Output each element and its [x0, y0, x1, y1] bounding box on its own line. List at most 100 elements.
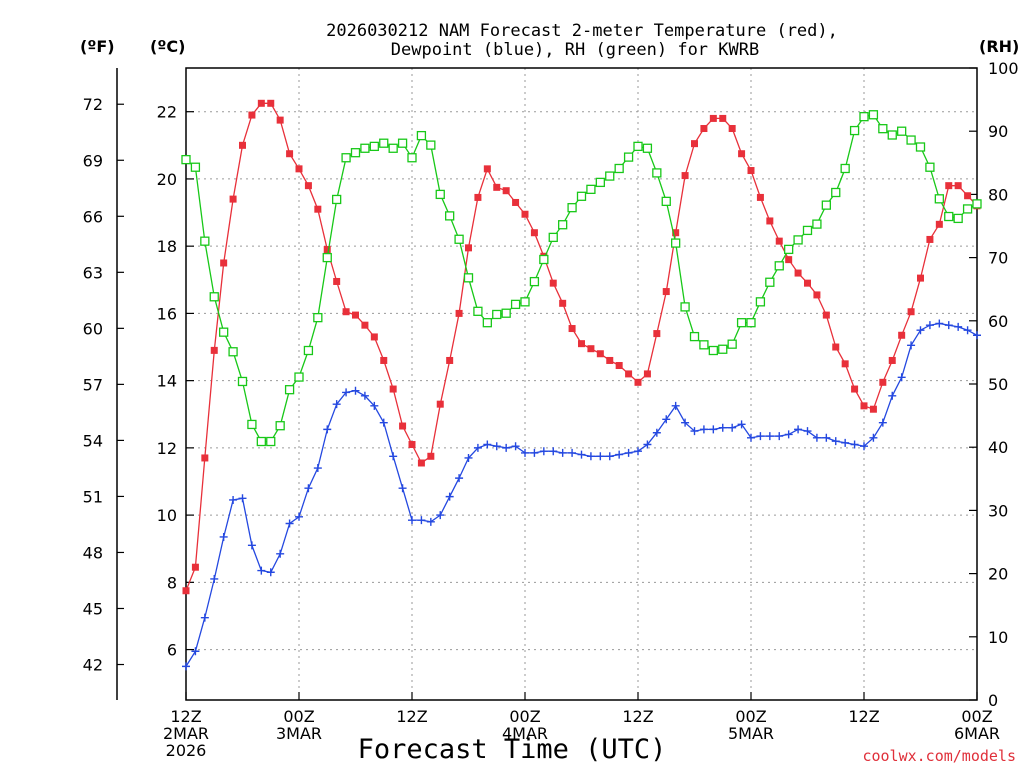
- temperature-point: [380, 356, 388, 364]
- temperature-point: [587, 345, 595, 353]
- rh-point: [849, 125, 860, 136]
- temperature-point: [945, 182, 953, 190]
- dewpoint-point: [831, 437, 840, 446]
- rh-point: [435, 189, 445, 200]
- rh-point: [341, 153, 351, 163]
- rh-point: [897, 126, 907, 136]
- rh-point: [426, 140, 436, 150]
- rh-point: [925, 162, 935, 172]
- dewpoint-point: [229, 495, 238, 504]
- temperature-point: [220, 259, 228, 267]
- rh-point: [962, 204, 973, 214]
- dewpoint-point: [897, 373, 906, 382]
- rh-point: [548, 232, 558, 243]
- temperature-point: [408, 441, 416, 449]
- dewpoint-point: [822, 433, 831, 442]
- rh-point: [322, 252, 332, 263]
- fahrenheit-tick-label: 45: [83, 599, 103, 618]
- temperature-point: [342, 308, 350, 316]
- rh-point: [944, 211, 954, 222]
- dewpoint-point: [417, 516, 426, 525]
- rh-point: [831, 187, 841, 198]
- dewpoint-point: [539, 447, 548, 456]
- rh-point: [576, 191, 587, 201]
- time-tick-label: 00Z: [283, 707, 314, 726]
- dewpoint-point: [954, 322, 963, 331]
- temperature-point: [653, 330, 661, 338]
- rh-point: [878, 124, 888, 134]
- temperature-point: [370, 333, 378, 341]
- dewpoint-point: [464, 453, 473, 462]
- dewpoint-point: [568, 448, 577, 457]
- dewpoint-point: [652, 428, 661, 437]
- dewpoint-point: [238, 494, 247, 503]
- celsius-axis-ticks: 6 8 10 12 14 16 18 20 22: [157, 103, 194, 660]
- temperature-point: [681, 172, 689, 180]
- rh-point: [294, 372, 304, 382]
- dewpoint-point: [944, 321, 953, 330]
- rh-point: [200, 236, 210, 246]
- temperature-point: [323, 246, 331, 254]
- temperature-point: [399, 422, 407, 430]
- rh-point: [953, 213, 963, 224]
- dewpoint-point: [502, 443, 511, 452]
- dewpoint-point: [408, 516, 416, 525]
- temperature-point: [559, 299, 567, 307]
- rh-point: [463, 273, 474, 283]
- rh-point: [906, 135, 916, 145]
- rh-point: [765, 277, 775, 287]
- dewpoint-point: [360, 391, 369, 400]
- rh-point: [190, 162, 201, 172]
- time-tick-label: 12Z: [396, 707, 427, 726]
- rh-point: [350, 148, 361, 158]
- temperature-point: [907, 308, 915, 316]
- temperature-point: [276, 116, 284, 124]
- time-tick-label: 12Z: [848, 707, 879, 726]
- temperature-point: [785, 256, 793, 264]
- chart-title-line-2: Dewpoint (blue), RH (green) for KWRB: [391, 40, 759, 60]
- rh-point: [633, 141, 643, 152]
- celsius-tick-label: 16: [157, 304, 177, 323]
- rh-point: [313, 312, 323, 323]
- source-credit: coolwx.com/models: [862, 747, 1016, 765]
- dewpoint-point: [445, 492, 454, 501]
- temperature-point: [267, 99, 275, 107]
- rh-point: [303, 345, 314, 356]
- temperature-series: [182, 99, 981, 595]
- rh-tick-label: 50: [988, 375, 1008, 394]
- temperature-point: [248, 111, 256, 119]
- rh-point: [445, 211, 455, 221]
- rh-point: [812, 219, 822, 229]
- dewpoint-point: [379, 418, 388, 427]
- celsius-tick-label: 22: [157, 103, 177, 122]
- dewpoint-point: [549, 447, 558, 456]
- temperature-point: [917, 274, 924, 282]
- temperature-point: [314, 205, 322, 213]
- time-tick-label: 12Z: [622, 707, 653, 726]
- rh-point: [586, 184, 596, 194]
- dewpoint-point: [586, 452, 595, 461]
- rh-point: [473, 306, 483, 316]
- rh-point: [934, 194, 944, 204]
- dewpoint-point: [963, 326, 972, 335]
- rh-point: [181, 154, 191, 165]
- time-tick-label: 2MAR: [163, 724, 209, 743]
- temperature-point: [352, 311, 359, 319]
- rh-point: [284, 385, 295, 395]
- temperature-point: [643, 370, 651, 378]
- rh-point: [228, 347, 238, 357]
- rh-point: [915, 142, 926, 152]
- fahrenheit-axis-ticks: 42 45 48 51 54 57 60 63 66 69 72: [83, 95, 124, 675]
- temperature-point: [832, 343, 840, 351]
- celsius-tick-label: 18: [157, 237, 177, 256]
- rh-tick-label: 70: [988, 249, 1008, 268]
- dewpoint-point: [558, 448, 567, 457]
- dewpoint-point: [624, 448, 633, 457]
- temperature-point: [446, 356, 454, 364]
- rh-point: [642, 143, 653, 153]
- celsius-tick-label: 14: [157, 372, 177, 391]
- rh-point: [614, 163, 624, 174]
- rh-series: [181, 110, 982, 447]
- dewpoint-point: [323, 425, 332, 434]
